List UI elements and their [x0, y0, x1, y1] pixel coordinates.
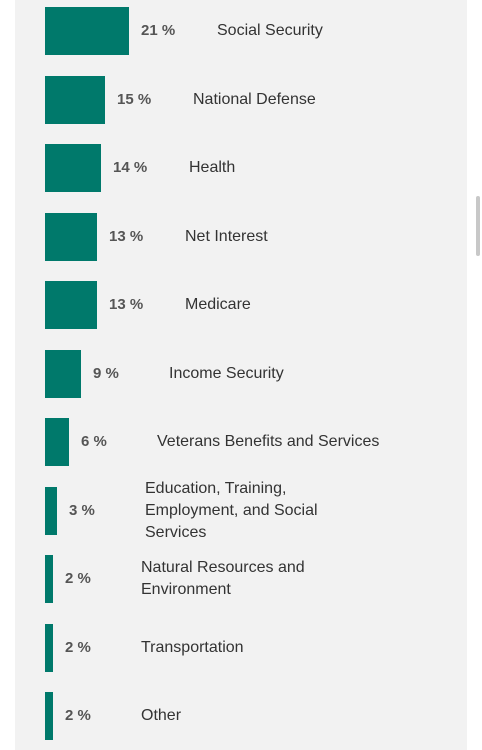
category-label: Transportation [141, 638, 244, 656]
category-label: Education, Training, Employment, and Soc… [145, 479, 318, 541]
bar [45, 349, 81, 398]
chart-row: 21 % Social Security [0, 7, 482, 57]
value-label: 15 % [117, 90, 152, 108]
value-label: 9 % [93, 364, 119, 382]
value-label: 2 % [65, 638, 91, 656]
category-label: Social Security [217, 22, 323, 39]
category-label: Other [141, 707, 182, 724]
chart-row: 3 % Education, Training, Employment, and … [0, 480, 482, 541]
category-label: Medicare [185, 296, 251, 313]
value-label: 2 % [65, 707, 91, 724]
bar [45, 144, 101, 192]
bar [45, 692, 53, 740]
bar [45, 418, 69, 466]
chart-row: 2 % Other [0, 692, 482, 742]
chart-row: 2 % Natural Resources and Environment [0, 555, 482, 605]
value-label: 13 % [109, 296, 144, 313]
chart-row: 15 % National Defense [0, 75, 482, 126]
value-label: 14 % [113, 159, 148, 176]
category-label: Veterans Benefits and Services [157, 433, 380, 450]
category-label: Health [189, 159, 236, 176]
bar [45, 212, 97, 261]
chart-card [15, 0, 467, 750]
category-label: Natural Resources and Environment [141, 559, 305, 598]
value-label: 13 % [109, 227, 144, 245]
chart-row: 9 % Income Security [0, 349, 482, 400]
chart-row: 13 % Net Interest [0, 212, 482, 263]
chart-row: 2 % Transportation [0, 623, 482, 674]
value-label: 3 % [69, 501, 95, 519]
chart-row: 13 % Medicare [0, 281, 482, 331]
value-label: 6 % [81, 433, 107, 450]
category-label: National Defense [193, 90, 316, 108]
bar [45, 75, 105, 124]
category-label: Income Security [169, 364, 284, 382]
bar [45, 281, 97, 329]
bar [45, 623, 53, 672]
bar [45, 555, 53, 603]
category-label: Net Interest [185, 227, 268, 245]
chart-row: 14 % Health [0, 144, 482, 194]
bar [45, 486, 57, 535]
scrollbar-thumb[interactable] [476, 196, 480, 256]
bar [45, 7, 129, 55]
value-label: 21 % [141, 22, 176, 39]
value-label: 2 % [65, 570, 91, 587]
chart-row: 6 % Veterans Benefits and Services [0, 418, 482, 468]
